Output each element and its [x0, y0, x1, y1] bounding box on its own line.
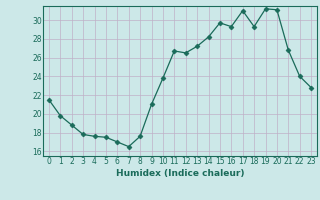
X-axis label: Humidex (Indice chaleur): Humidex (Indice chaleur): [116, 169, 244, 178]
